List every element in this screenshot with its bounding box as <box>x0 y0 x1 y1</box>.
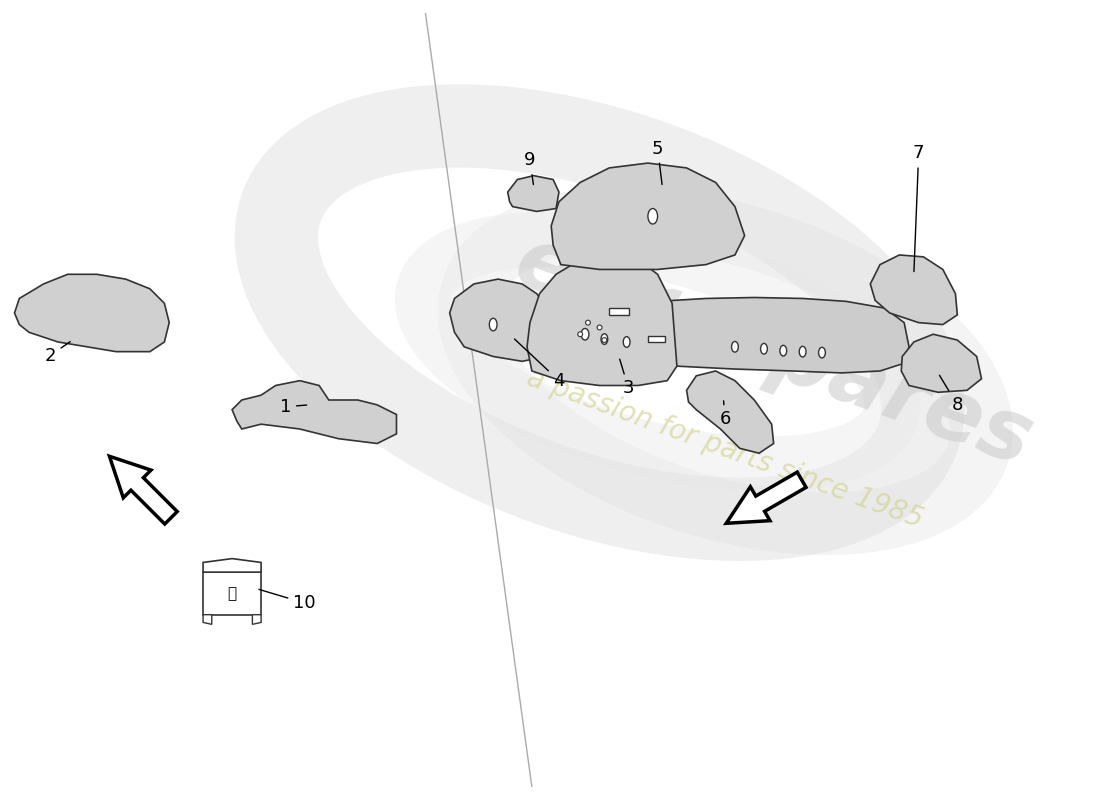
Ellipse shape <box>578 332 583 337</box>
Ellipse shape <box>780 346 786 356</box>
Text: 1: 1 <box>279 398 307 416</box>
Text: 2: 2 <box>44 342 70 365</box>
Bar <box>648 336 666 342</box>
Polygon shape <box>232 381 396 443</box>
Ellipse shape <box>648 209 658 224</box>
Polygon shape <box>901 334 981 392</box>
Bar <box>609 308 628 315</box>
Polygon shape <box>450 279 556 362</box>
Ellipse shape <box>818 347 825 358</box>
Polygon shape <box>204 614 212 624</box>
Polygon shape <box>686 371 773 453</box>
Text: 🐴: 🐴 <box>228 586 236 601</box>
Polygon shape <box>252 614 261 624</box>
Ellipse shape <box>601 334 608 344</box>
Ellipse shape <box>585 320 591 325</box>
Ellipse shape <box>760 343 768 354</box>
Polygon shape <box>527 255 676 386</box>
Polygon shape <box>549 298 909 373</box>
Text: a passion for parts since 1985: a passion for parts since 1985 <box>524 363 927 534</box>
Polygon shape <box>109 456 177 524</box>
Text: 7: 7 <box>913 145 924 271</box>
Ellipse shape <box>581 329 589 340</box>
Polygon shape <box>870 255 957 325</box>
Ellipse shape <box>490 318 497 331</box>
Text: 8: 8 <box>939 375 962 414</box>
Ellipse shape <box>732 342 738 352</box>
Text: 5: 5 <box>652 139 663 185</box>
Ellipse shape <box>624 337 630 347</box>
Polygon shape <box>551 163 745 270</box>
FancyBboxPatch shape <box>204 572 261 614</box>
Ellipse shape <box>602 338 607 342</box>
Text: eurospares: eurospares <box>504 219 1044 484</box>
Text: 10: 10 <box>258 590 316 612</box>
Ellipse shape <box>597 325 602 330</box>
Polygon shape <box>14 274 169 352</box>
Polygon shape <box>726 472 806 523</box>
Polygon shape <box>204 558 261 572</box>
Text: 6: 6 <box>719 401 732 428</box>
Ellipse shape <box>800 346 806 357</box>
Polygon shape <box>508 176 559 211</box>
Text: 9: 9 <box>525 151 536 185</box>
Text: 3: 3 <box>619 359 635 398</box>
Text: 4: 4 <box>515 339 564 390</box>
